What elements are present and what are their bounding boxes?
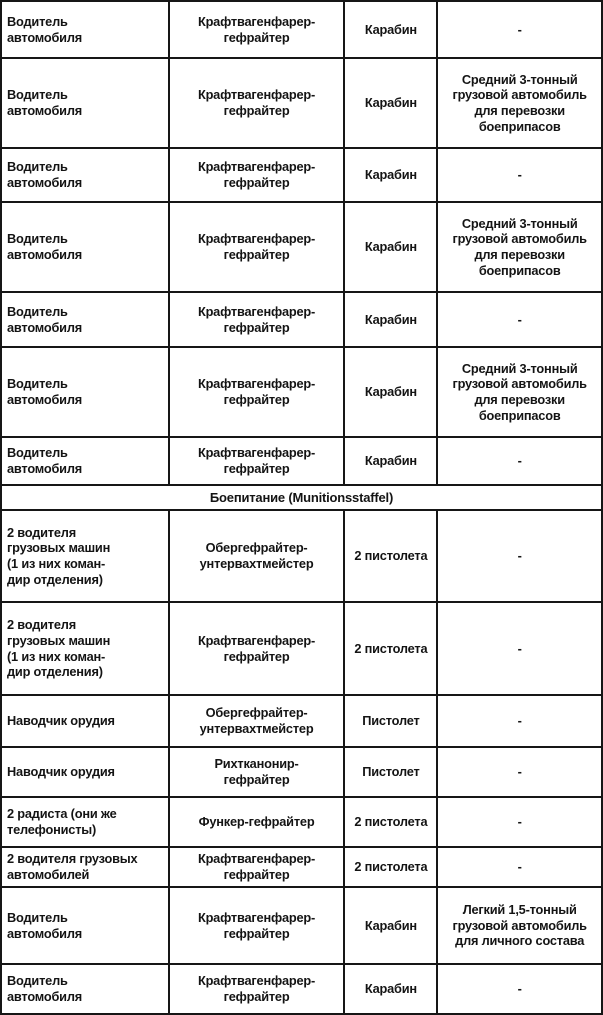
table-row: Водитель автомобиля Крафтвагенфарер- гефр… (0, 291, 603, 348)
section-header-row: Боепитание (Munitionsstaffel) (0, 484, 603, 511)
table-row: Водитель автомобиля Крафтвагенфарер- гефр… (0, 963, 603, 1015)
table-row: Водитель автомобиля Крафтвагенфарер- гефр… (0, 346, 603, 438)
cell-rank: Крафтвагенфарер- гефрайтер (167, 436, 346, 486)
cell-position: Наводчик орудия (0, 694, 170, 748)
table-row: Водитель автомобиля Крафтвагенфарер- гефр… (0, 436, 603, 486)
cell-weapon: 2 пистолета (343, 601, 439, 696)
cell-rank: Крафтвагенфарер- гефрайтер (167, 291, 346, 348)
cell-weapon: 2 пистолета (343, 509, 439, 603)
cell-position: Водитель автомобиля (0, 963, 170, 1015)
cell-notes: - (436, 291, 603, 348)
cell-rank: Крафтвагенфарер- гефрайтер (167, 846, 346, 888)
table-row: 2 водителя грузовых машин (1 из них кома… (0, 601, 603, 696)
cell-position: 2 водителя грузовых машин (1 из них кома… (0, 601, 170, 696)
cell-weapon: 2 пистолета (343, 796, 439, 848)
cell-position: Водитель автомобиля (0, 201, 170, 293)
cell-rank: Крафтвагенфарер- гефрайтер (167, 963, 346, 1015)
cell-notes: Средний 3-тонный грузовой автомобиль для… (436, 201, 603, 293)
cell-rank: Крафтвагенфарер- гефрайтер (167, 147, 346, 203)
cell-weapon: Карабин (343, 346, 439, 438)
cell-rank: Крафтвагенфарер- гефрайтер (167, 0, 346, 59)
table-row: Водитель автомобиля Крафтвагенфарер- гефр… (0, 886, 603, 965)
cell-position: Наводчик орудия (0, 746, 170, 798)
cell-notes: Средний 3-тонный грузовой автомобиль для… (436, 57, 603, 149)
table-row: Водитель автомобиля Крафтвагенфарер- гефр… (0, 0, 603, 59)
cell-rank: Крафтвагенфарер- гефрайтер (167, 346, 346, 438)
cell-rank: Рихтканонир- гефрайтер (167, 746, 346, 798)
cell-position: 2 радиста (они же телефонисты) (0, 796, 170, 848)
cell-rank: Крафтвагенфарер- гефрайтер (167, 57, 346, 149)
table-row: Водитель автомобиля Крафтвагенфарер- гефр… (0, 147, 603, 203)
cell-position: Водитель автомобиля (0, 886, 170, 965)
cell-position: Водитель автомобиля (0, 57, 170, 149)
table-row: 2 водителя грузовых машин (1 из них кома… (0, 509, 603, 603)
cell-position: Водитель автомобиля (0, 436, 170, 486)
table-row: 2 радиста (они же телефонисты) Функер-геф… (0, 796, 603, 848)
cell-weapon: Карабин (343, 436, 439, 486)
cell-rank: Функер-гефрайтер (167, 796, 346, 848)
cell-weapon: Пистолет (343, 746, 439, 798)
cell-position: Водитель автомобиля (0, 147, 170, 203)
cell-rank: Крафтвагенфарер- гефрайтер (167, 201, 346, 293)
cell-notes: - (436, 796, 603, 848)
cell-notes: - (436, 746, 603, 798)
table-row: 2 водителя грузовых автомобилей Крафтваге… (0, 846, 603, 888)
cell-notes: Легкий 1,5-тонный грузовой автомобиль дл… (436, 886, 603, 965)
cell-notes: Средний 3-тонный грузовой автомобиль для… (436, 346, 603, 438)
cell-position: Водитель автомобиля (0, 346, 170, 438)
cell-rank: Обергефрайтер- унтервахтмейстер (167, 694, 346, 748)
cell-notes: - (436, 963, 603, 1015)
cell-rank: Крафтвагенфарер- гефрайтер (167, 886, 346, 965)
cell-position: Водитель автомобиля (0, 0, 170, 59)
table-row: Наводчик орудия Рихтканонир- гефрайтер Пис… (0, 746, 603, 798)
cell-weapon: Карабин (343, 886, 439, 965)
table-row: Наводчик орудия Обергефрайтер- унтервахтм… (0, 694, 603, 748)
cell-notes: - (436, 509, 603, 603)
cell-notes: - (436, 436, 603, 486)
cell-position: 2 водителя грузовых машин (1 из них кома… (0, 509, 170, 603)
cell-notes: - (436, 694, 603, 748)
cell-position: 2 водителя грузовых автомобилей (0, 846, 170, 888)
table-row: Водитель автомобиля Крафтвагенфарер- гефр… (0, 57, 603, 149)
section-header: Боепитание (Munitionsstaffel) (0, 484, 603, 511)
cell-weapon: Карабин (343, 147, 439, 203)
table-row: Водитель автомобиля Крафтвагенфарер- гефр… (0, 201, 603, 293)
cell-rank: Обергефрайтер- унтервахтмейстер (167, 509, 346, 603)
cell-notes: - (436, 147, 603, 203)
cell-weapon: Карабин (343, 291, 439, 348)
cell-weapon: Карабин (343, 201, 439, 293)
cell-rank: Крафтвагенфарер- гефрайтер (167, 601, 346, 696)
cell-notes: - (436, 846, 603, 888)
cell-position: Водитель автомобиля (0, 291, 170, 348)
cell-weapon: Карабин (343, 57, 439, 149)
cell-notes: - (436, 0, 603, 59)
cell-weapon: 2 пистолета (343, 846, 439, 888)
cell-weapon: Карабин (343, 0, 439, 59)
cell-weapon: Карабин (343, 963, 439, 1015)
cell-weapon: Пистолет (343, 694, 439, 748)
cell-notes: - (436, 601, 603, 696)
